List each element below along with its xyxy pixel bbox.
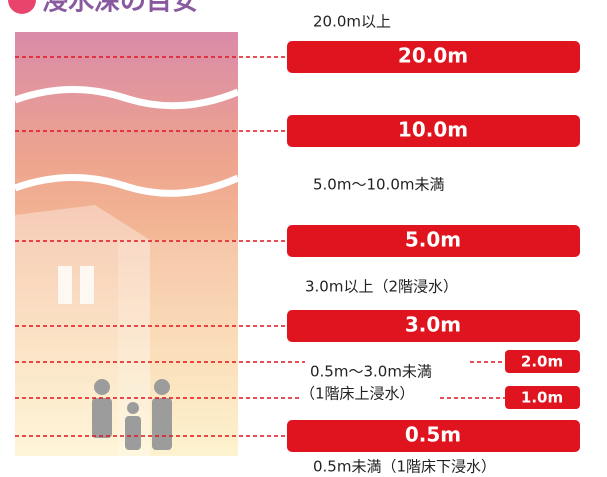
level-label: 5.0m [405,228,461,252]
description: 20.0m以上 [313,13,391,31]
description: 0.5m未満（1階床下浸水） [313,458,496,476]
illustration [15,32,238,456]
description: 3.0m以上（2階浸水） [305,278,458,296]
description: 5.0m〜10.0m未満 [313,176,444,194]
level-label: 20.0m [398,44,468,68]
description: （1階床上浸水） [300,385,415,403]
level-label: 2.0m [521,353,563,371]
flood-depth-diagram: 浸水深の目安 20.0m 10.0m 5.0m 3.0m [0,0,607,477]
level-label: 10.0m [398,118,468,142]
level-label: 3.0m [405,313,461,337]
level-label: 0.5m [405,423,461,447]
title: 浸水深の目安 [42,0,198,17]
description: 0.5m〜3.0m未満 [310,363,432,381]
level-label: 1.0m [521,389,563,407]
title-bullet [8,0,36,14]
